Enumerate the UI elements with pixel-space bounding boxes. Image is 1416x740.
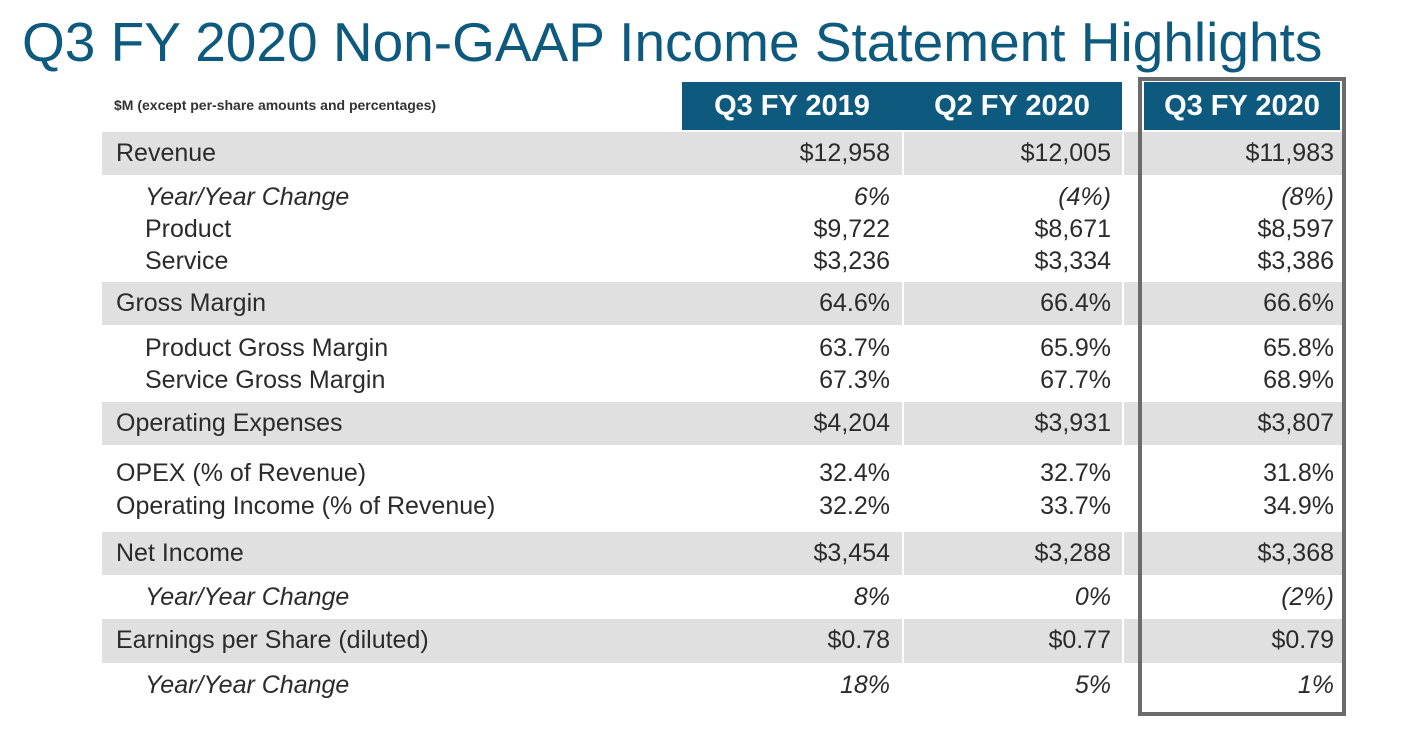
highlight-box-q3-fy2020 (1138, 77, 1346, 716)
cell-q3-fy2020: $3,807 (1257, 409, 1334, 437)
cell-q2-fy2020: 0% (1074, 583, 1111, 611)
row-label-opex-pct: OPEX (% of Revenue) (116, 459, 367, 487)
cell-q2-fy2020: (4%) (1058, 183, 1111, 211)
row-group-opex-details: OPEX (% of Revenue) 32.4% 32.7% 31.8% Op… (102, 445, 1346, 532)
cell-q3-fy2019: 6% (853, 183, 890, 211)
cell-q3-fy2020: $11,983 (1245, 139, 1334, 167)
cell-q3-fy2019: $12,958 (799, 139, 890, 167)
row-group-margin-details: Product Gross Margin 63.7% 65.9% 65.8% S… (102, 325, 1346, 402)
cell-q3-fy2019: 63.7% (819, 334, 890, 362)
cell-q3-fy2020: (8%) (1281, 183, 1334, 211)
cell-q2-fy2020: $12,005 (1020, 139, 1111, 167)
row-label-yoy-change: Year/Year Change (145, 671, 350, 699)
units-note: $M (except per-share amounts and percent… (114, 97, 437, 113)
row-label-product-gross-margin: Product Gross Margin (145, 334, 389, 362)
row-group-revenue-details: Year/Year Change 6% (4%) (8%) Product $9… (102, 175, 1346, 282)
row-label: Revenue (116, 139, 217, 167)
cell-q3-fy2019: 67.3% (819, 366, 890, 394)
cell-q2-fy2020: $3,334 (1034, 247, 1111, 275)
cell-q3-fy2020: 1% (1297, 671, 1334, 699)
row-label-yoy-change: Year/Year Change (145, 583, 350, 611)
row-net-income-yoy: Year/Year Change 8% 0% (2%) (102, 575, 1346, 619)
cell-q3-fy2020: $3,368 (1257, 539, 1334, 567)
column-header-q2-fy2020: Q2 FY 2020 (902, 82, 1122, 130)
cell-q3-fy2020: 68.9% (1263, 366, 1334, 394)
cell-q3-fy2019: $9,722 (813, 215, 890, 243)
row-label-product: Product (145, 215, 232, 243)
cell-q2-fy2020: $0.77 (1048, 626, 1111, 654)
cell-q3-fy2020: (2%) (1281, 583, 1334, 611)
row-label-yoy-change: Year/Year Change (145, 183, 350, 211)
table-header: $M (except per-share amounts and percent… (102, 82, 1346, 130)
cell-q3-fy2020: $0.79 (1271, 626, 1334, 654)
row-label: Operating Expenses (116, 409, 343, 437)
cell-q3-fy2020: 31.8% (1263, 459, 1334, 487)
cell-q2-fy2020: 66.4% (1040, 289, 1111, 317)
slide-title: Q3 FY 2020 Non-GAAP Income Statement Hig… (22, 11, 1323, 73)
cell-q3-fy2019: $0.78 (827, 626, 890, 654)
cell-q3-fy2019: $3,236 (813, 247, 890, 275)
column-header-q3-fy2019: Q3 FY 2019 (682, 82, 902, 130)
row-label-operating-income-pct: Operating Income (% of Revenue) (116, 492, 496, 520)
cell-q3-fy2019: 32.2% (819, 492, 890, 520)
cell-q2-fy2020: 32.7% (1040, 459, 1111, 487)
cell-q3-fy2019: $4,204 (813, 409, 890, 437)
cell-q2-fy2020: 67.7% (1040, 366, 1111, 394)
row-label: Earnings per Share (diluted) (116, 626, 429, 654)
row-label: Gross Margin (116, 289, 267, 317)
cell-q3-fy2020: 34.9% (1263, 492, 1334, 520)
cell-q3-fy2019: $3,454 (813, 539, 890, 567)
row-eps-yoy: Year/Year Change 18% 5% 1% (102, 663, 1346, 707)
cell-q3-fy2020: 66.6% (1263, 289, 1334, 317)
cell-q2-fy2020: $8,671 (1034, 215, 1111, 243)
cell-q2-fy2020: 5% (1074, 671, 1111, 699)
cell-q2-fy2020: 33.7% (1040, 492, 1111, 520)
cell-q3-fy2019: 8% (853, 583, 890, 611)
column-header-q3-fy2020: Q3 FY 2020 (1144, 82, 1340, 130)
cell-q3-fy2020: 65.8% (1263, 334, 1334, 362)
cell-q3-fy2020: $8,597 (1257, 215, 1334, 243)
row-label-service: Service (145, 247, 229, 275)
cell-q2-fy2020: $3,288 (1034, 539, 1111, 567)
cell-q3-fy2019: 18% (839, 671, 890, 699)
cell-q3-fy2020: $3,386 (1257, 247, 1334, 275)
cell-q2-fy2020: 65.9% (1040, 334, 1111, 362)
cell-q2-fy2020: $3,931 (1034, 409, 1111, 437)
cell-q3-fy2019: 32.4% (819, 459, 890, 487)
cell-q3-fy2019: 64.6% (819, 289, 890, 317)
row-label: Net Income (116, 539, 244, 567)
row-label-service-gross-margin: Service Gross Margin (145, 366, 386, 394)
